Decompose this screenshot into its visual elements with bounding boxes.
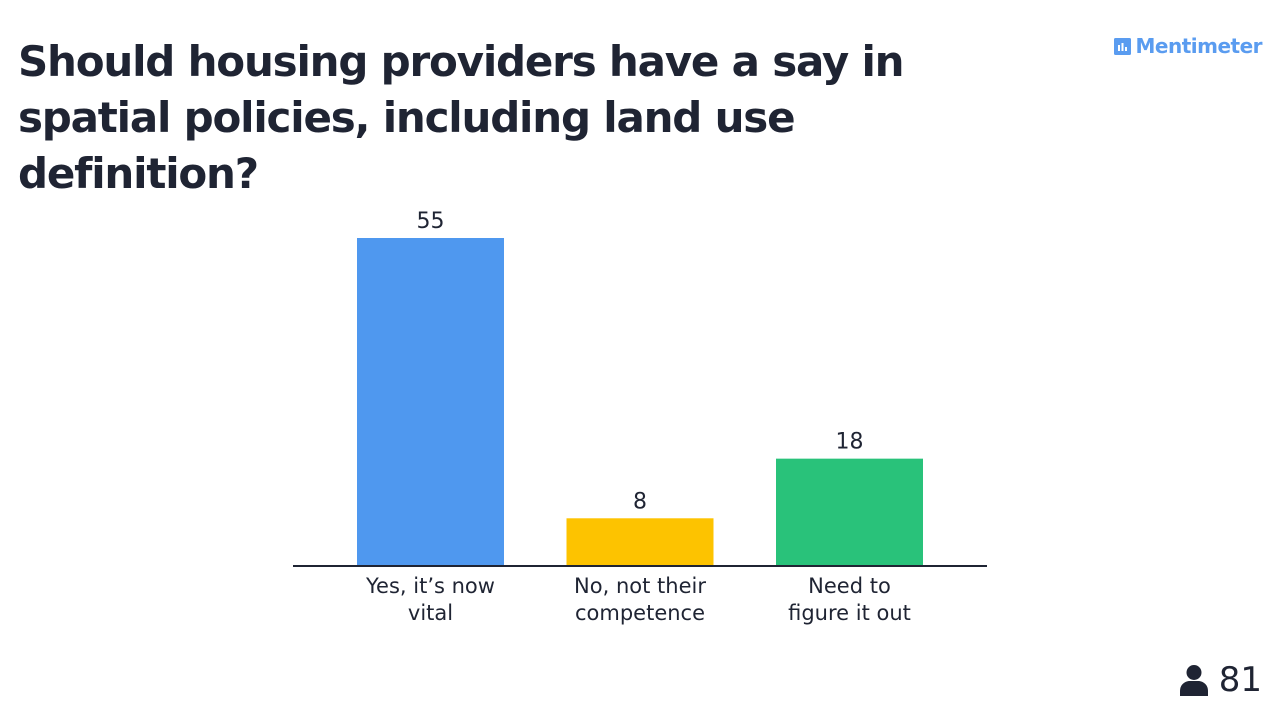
- category-label-2: No, not their competence: [574, 574, 706, 625]
- category-label-3: Need to figure it out: [788, 574, 911, 625]
- category-label-1: Yes, it’s now vital: [365, 574, 495, 625]
- bar-2: [566, 518, 714, 566]
- bar-value-label-2: 8: [633, 489, 647, 514]
- user-icon: [1179, 665, 1208, 696]
- response-count-value: 81: [1218, 660, 1262, 700]
- response-count: 81: [1179, 660, 1262, 700]
- bar-value-label-3: 18: [836, 430, 864, 455]
- mentimeter-brand: Mentimeter: [1114, 34, 1262, 58]
- bar-value-label-1: 55: [417, 209, 445, 234]
- brand-name: Mentimeter: [1135, 34, 1262, 58]
- bar-3: [776, 458, 923, 566]
- bar-1: [357, 238, 504, 566]
- bar-chart-square-icon: [1114, 37, 1132, 55]
- question-title: Should housing providers have a say in s…: [18, 37, 905, 198]
